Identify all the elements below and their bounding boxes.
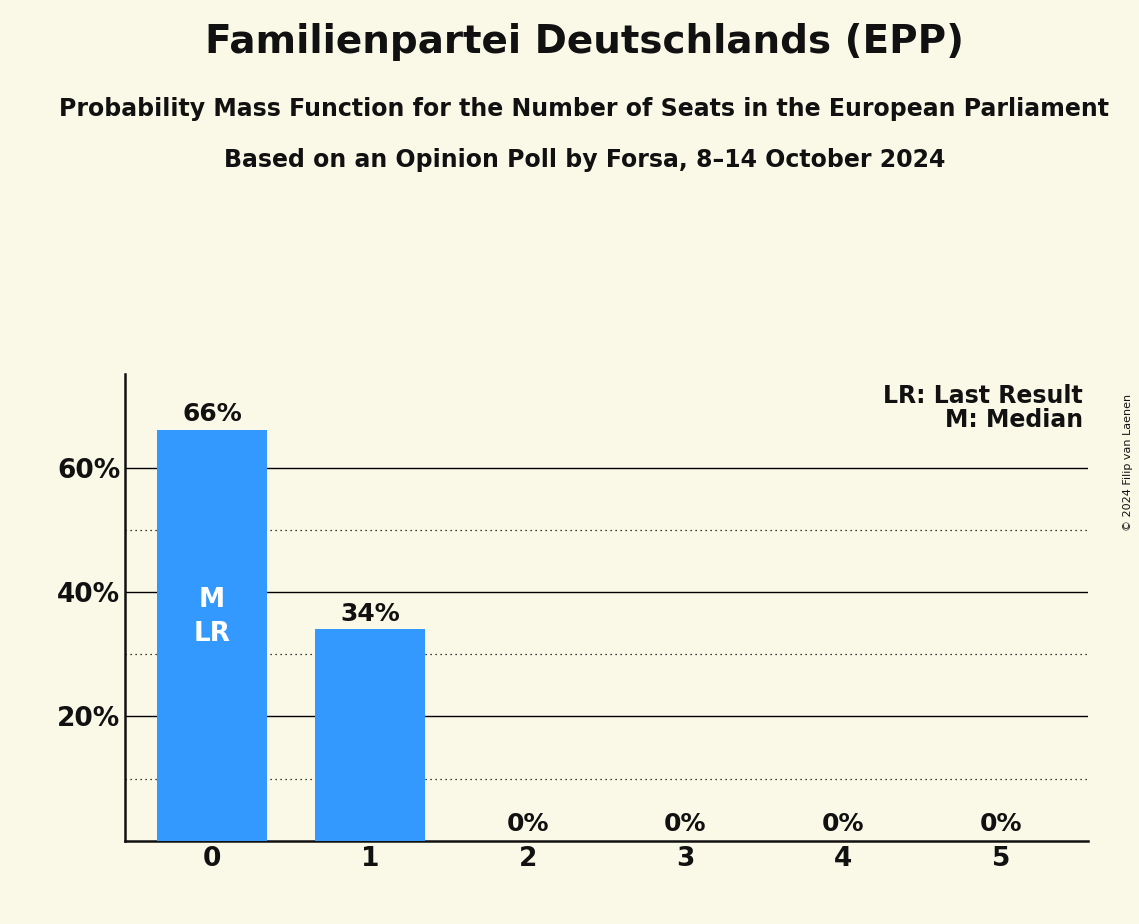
Text: M
LR: M LR bbox=[194, 587, 230, 647]
Text: LR: Last Result: LR: Last Result bbox=[883, 383, 1083, 407]
Text: 34%: 34% bbox=[339, 602, 400, 626]
Text: 66%: 66% bbox=[182, 403, 241, 427]
Text: 0%: 0% bbox=[822, 812, 865, 836]
Text: 0%: 0% bbox=[507, 812, 549, 836]
Text: 0%: 0% bbox=[980, 812, 1022, 836]
Bar bbox=[314, 629, 425, 841]
Text: Based on an Opinion Poll by Forsa, 8–14 October 2024: Based on an Opinion Poll by Forsa, 8–14 … bbox=[223, 148, 945, 172]
Text: © 2024 Filip van Laenen: © 2024 Filip van Laenen bbox=[1123, 394, 1133, 530]
Text: 0%: 0% bbox=[664, 812, 706, 836]
Text: M: Median: M: Median bbox=[945, 408, 1083, 432]
Text: Familienpartei Deutschlands (EPP): Familienpartei Deutschlands (EPP) bbox=[205, 23, 964, 61]
Bar bbox=[157, 431, 268, 841]
Text: Probability Mass Function for the Number of Seats in the European Parliament: Probability Mass Function for the Number… bbox=[59, 97, 1109, 121]
